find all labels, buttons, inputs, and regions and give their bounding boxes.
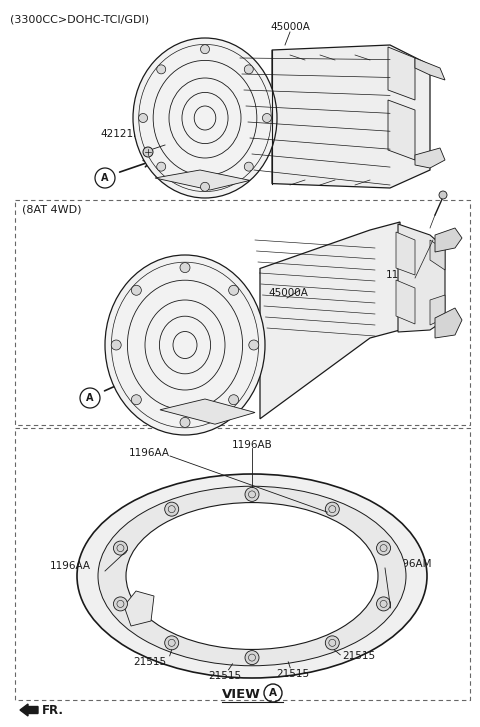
Text: A: A	[269, 688, 277, 698]
Bar	[15, 200, 470, 425]
Polygon shape	[396, 232, 415, 275]
Text: VIEW: VIEW	[222, 688, 261, 701]
Polygon shape	[155, 170, 250, 190]
Polygon shape	[272, 45, 430, 188]
Circle shape	[113, 541, 128, 555]
Circle shape	[228, 285, 239, 295]
Text: 21515: 21515	[342, 651, 375, 661]
Circle shape	[139, 113, 147, 123]
Circle shape	[132, 395, 141, 405]
Text: (3300CC>DOHC-TCI/GDI): (3300CC>DOHC-TCI/GDI)	[10, 14, 149, 24]
Polygon shape	[260, 222, 400, 419]
Text: 1196AB: 1196AB	[232, 440, 272, 450]
Text: 21515: 21515	[208, 671, 241, 680]
Circle shape	[113, 597, 128, 611]
Text: 1196AA: 1196AA	[129, 448, 170, 458]
Polygon shape	[398, 224, 445, 332]
Polygon shape	[388, 47, 415, 100]
Ellipse shape	[77, 474, 427, 678]
Text: 42121B: 42121B	[100, 129, 140, 139]
Polygon shape	[435, 308, 462, 338]
Ellipse shape	[98, 486, 406, 666]
Bar	[15, 428, 470, 700]
Text: 21515: 21515	[133, 656, 167, 667]
Text: A: A	[101, 173, 109, 183]
Circle shape	[263, 113, 271, 123]
Circle shape	[156, 65, 166, 74]
Text: FR.: FR.	[42, 704, 64, 717]
Text: 21515: 21515	[276, 669, 310, 679]
Circle shape	[376, 597, 391, 611]
Polygon shape	[415, 148, 445, 168]
Text: 1123LK: 1123LK	[386, 270, 425, 280]
Text: 1196AM: 1196AM	[390, 559, 432, 569]
Text: 1196AA: 1196AA	[50, 561, 91, 571]
Circle shape	[201, 182, 209, 191]
Circle shape	[439, 191, 447, 199]
Circle shape	[180, 417, 190, 427]
Text: 45000A: 45000A	[268, 288, 308, 298]
Ellipse shape	[126, 502, 378, 649]
Text: (8AT 4WD): (8AT 4WD)	[22, 205, 82, 215]
FancyArrow shape	[20, 704, 38, 716]
Circle shape	[132, 285, 141, 295]
Circle shape	[165, 636, 179, 650]
Polygon shape	[160, 399, 255, 424]
Circle shape	[325, 502, 339, 516]
Circle shape	[201, 44, 209, 54]
Polygon shape	[396, 280, 415, 324]
Ellipse shape	[105, 255, 265, 435]
Circle shape	[245, 487, 259, 502]
Circle shape	[228, 395, 239, 405]
Circle shape	[376, 541, 391, 555]
Circle shape	[244, 65, 253, 74]
Text: A: A	[86, 393, 94, 403]
Polygon shape	[388, 100, 415, 160]
Circle shape	[111, 340, 121, 350]
Circle shape	[249, 340, 259, 350]
Text: 45000A: 45000A	[270, 22, 310, 32]
Polygon shape	[430, 295, 445, 325]
Circle shape	[180, 262, 190, 273]
Circle shape	[165, 502, 179, 516]
Circle shape	[156, 162, 166, 171]
Circle shape	[244, 162, 253, 171]
Circle shape	[325, 636, 339, 650]
Polygon shape	[435, 228, 462, 252]
Circle shape	[143, 147, 153, 157]
Polygon shape	[430, 240, 445, 270]
Circle shape	[245, 651, 259, 664]
Ellipse shape	[133, 38, 277, 198]
Polygon shape	[415, 58, 445, 80]
Polygon shape	[124, 591, 154, 626]
